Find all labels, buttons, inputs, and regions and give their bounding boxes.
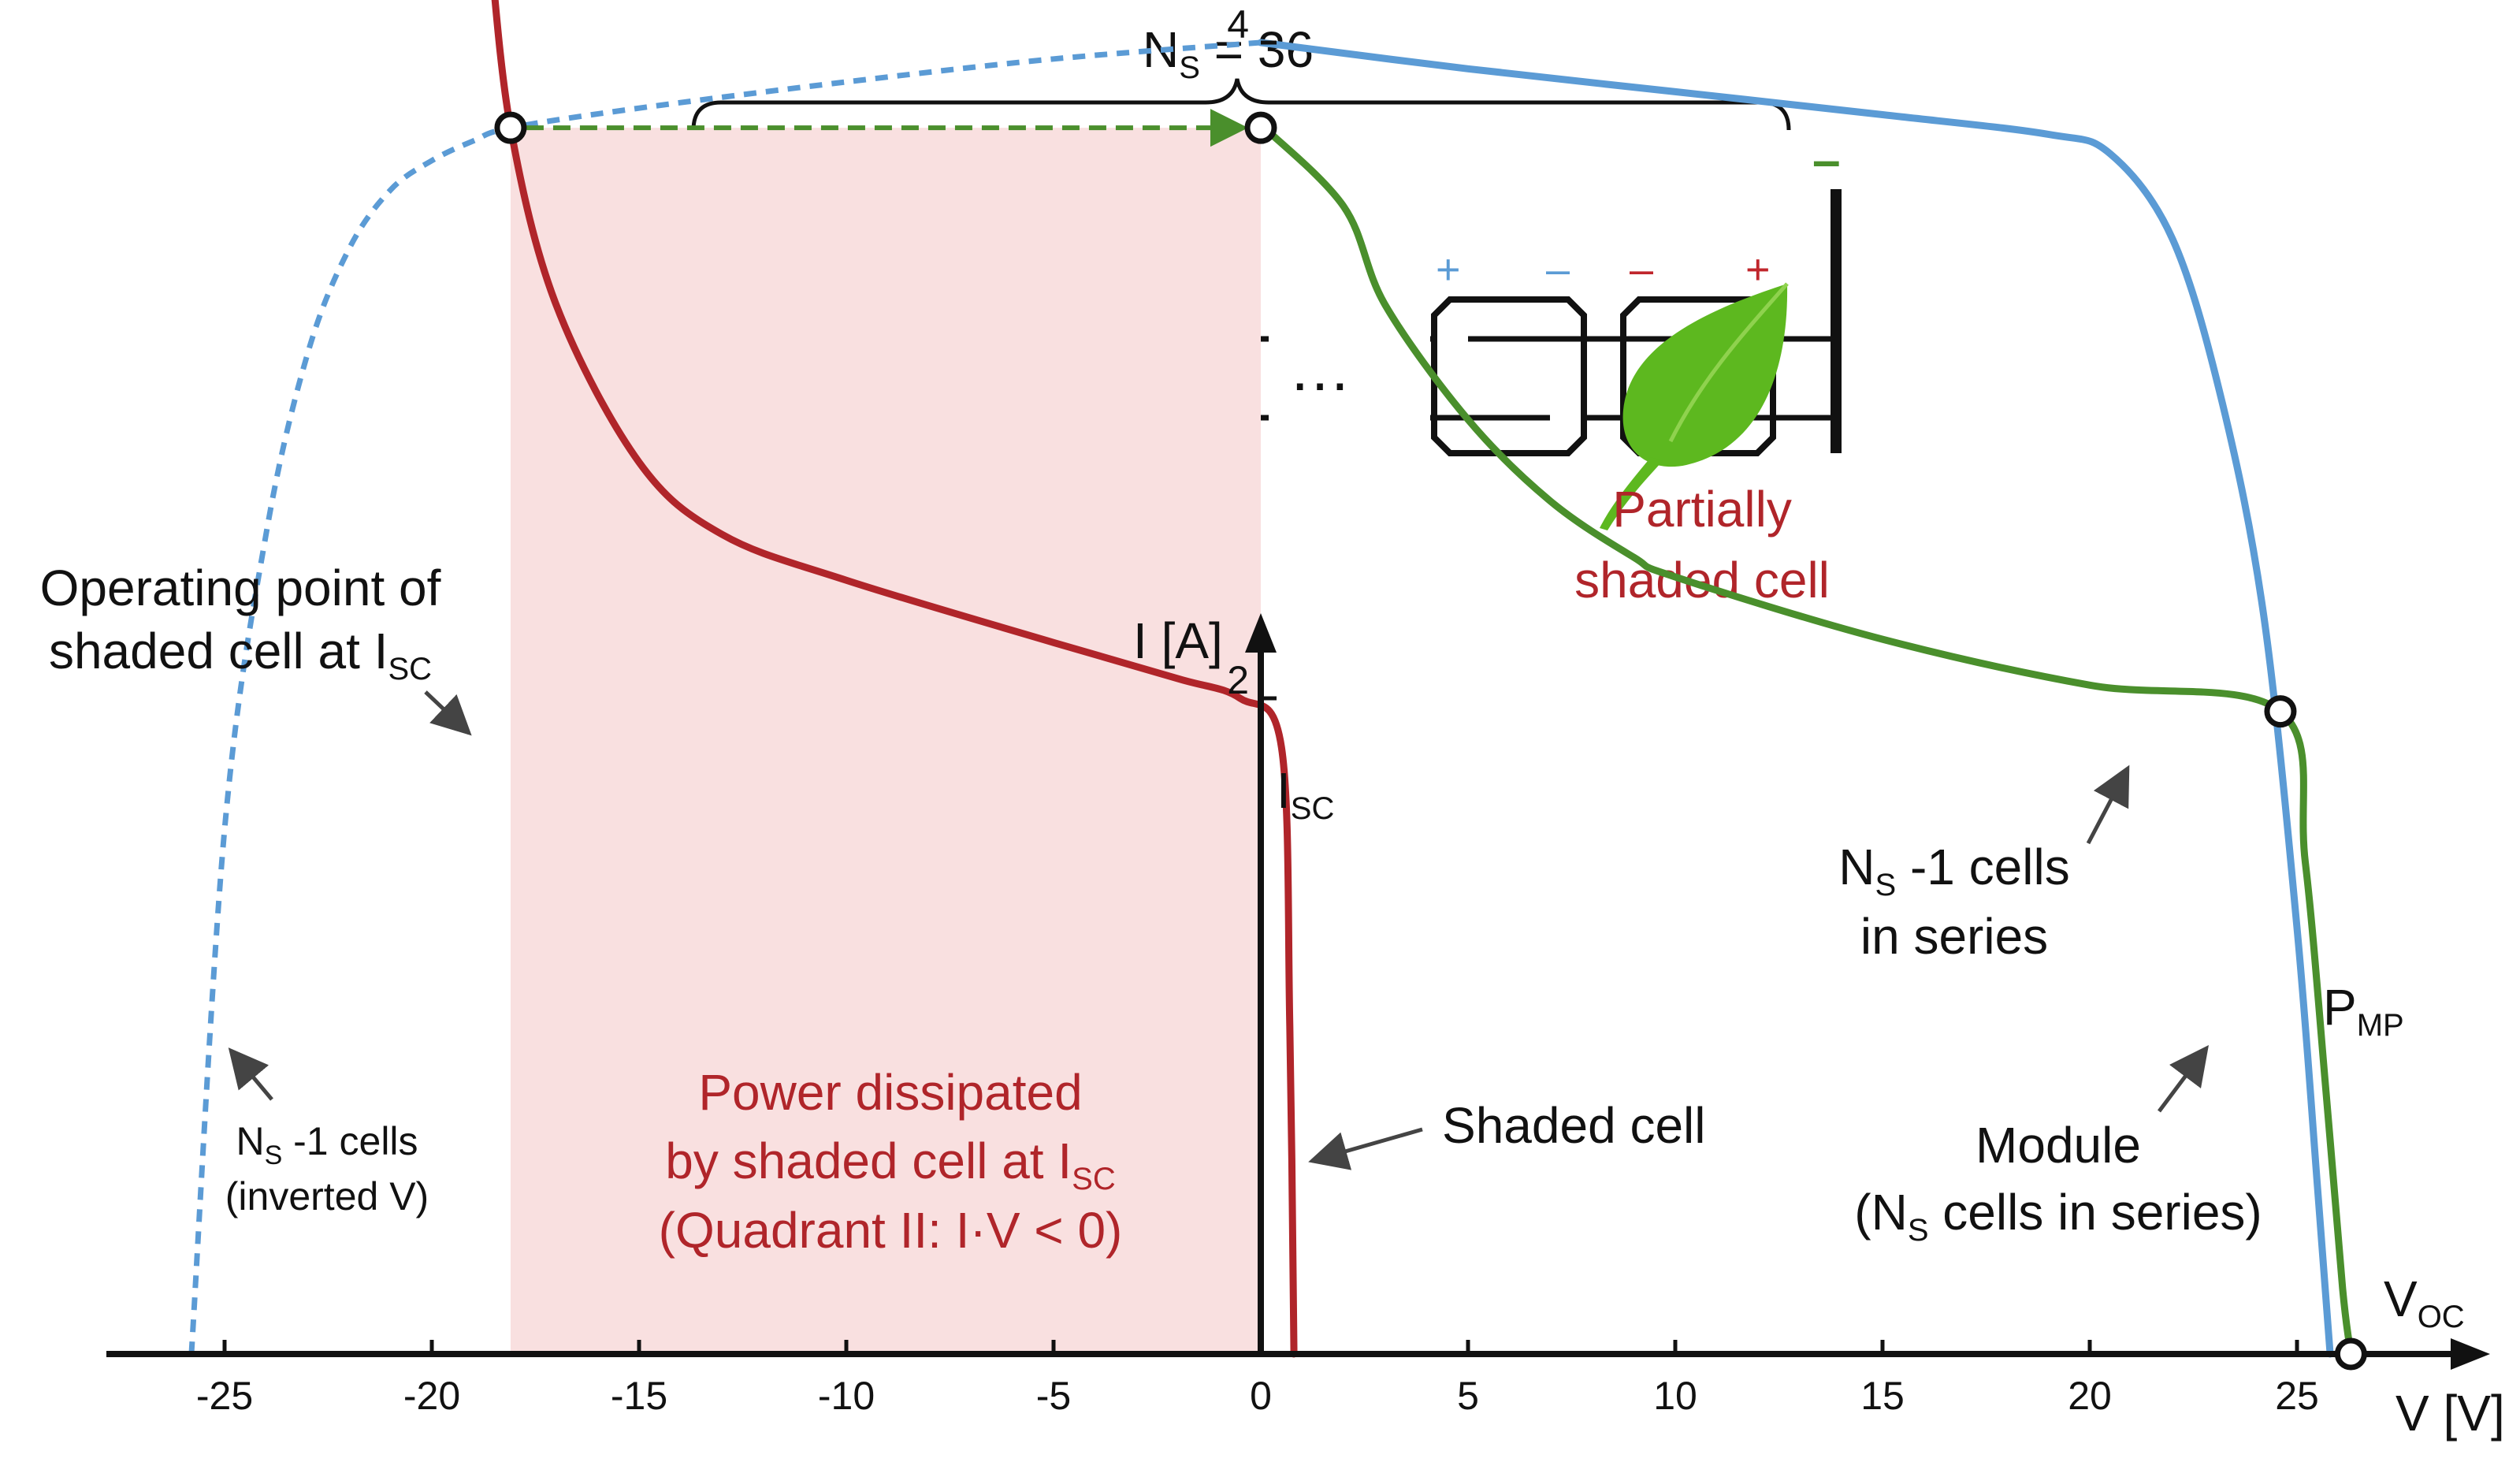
module-pointer <box>2158 1045 2209 1113</box>
ns1-series-label-2: in series <box>1860 908 2048 965</box>
x-tick-label: -25 <box>196 1374 253 1418</box>
shaded-cell-pointer <box>1308 1127 1423 1170</box>
x-tick-label: 0 <box>1250 1374 1272 1418</box>
cell-n-minus-1 <box>1431 296 1587 456</box>
series-line-3 <box>491 0 1298 1358</box>
x-tick-label: 20 <box>2068 1374 2112 1418</box>
x-tick-label: 25 <box>2275 1374 2319 1418</box>
x-tick-label: -10 <box>818 1374 875 1418</box>
ns1-series-label-1: NS -1 cells <box>1838 839 2069 902</box>
operating-point-marker <box>2264 695 2297 728</box>
negative-terminal-sign: – <box>1812 132 1841 188</box>
series-line-2 <box>188 39 1262 1355</box>
operating-point-label-2: shaded cell at ISC <box>49 623 432 686</box>
ns-count-label: NS = 36 <box>1143 21 1314 85</box>
shaded-cell-minus: – <box>1630 246 1653 293</box>
module-label-2: (NS cells in series) <box>1854 1184 2262 1248</box>
operating-point-pointer <box>424 690 472 736</box>
x-tick-label: -15 <box>611 1374 667 1418</box>
x-tick-label: 5 <box>1457 1374 1479 1418</box>
power-label-3: (Quadrant II: I·V < 0) <box>659 1202 1123 1259</box>
y-tick-label: 2 <box>1227 658 1249 702</box>
operating-points <box>494 111 2367 1371</box>
voc-label: VOC <box>2384 1270 2465 1334</box>
inverted-pointer <box>228 1047 273 1101</box>
inverted-label-2: (inverted V) <box>225 1174 429 1218</box>
x-axis-arrowhead <box>2451 1338 2490 1370</box>
x-tick-label: 15 <box>1860 1374 1905 1418</box>
ns1-series-pointer <box>2086 764 2130 845</box>
module-label-1: Module <box>1975 1117 2141 1174</box>
partially-shaded-label-2: shaded cell <box>1574 552 1830 608</box>
isc-label: ISC <box>1277 762 1334 826</box>
curves <box>188 0 2355 1358</box>
x-tick-label: -5 <box>1036 1374 1071 1418</box>
y-axis-label: I [A] <box>1133 612 1223 669</box>
x-tick-label: 10 <box>1653 1374 1697 1418</box>
cell-n1-plus: + <box>1436 246 1461 293</box>
power-label-1: Power dissipated <box>698 1064 1082 1121</box>
partially-shaded-label-1: Partially <box>1612 481 1792 538</box>
cell-n1-minus: – <box>1546 246 1570 293</box>
series-line-1 <box>1257 39 2334 1358</box>
ellipsis: … <box>1288 333 1351 404</box>
operating-point-marker <box>494 111 527 144</box>
operating-point-label-1: Operating point of <box>40 560 441 616</box>
leaf-icon <box>1600 282 1789 530</box>
operating-point-marker <box>2334 1337 2367 1371</box>
operating-point-marker <box>1244 111 1277 144</box>
inverted-label-1: NS -1 cells <box>236 1119 418 1170</box>
iv-curve-plot: -25 -20 -15 -10 -5 0 5 10 15 20 25 2 4 V [V] I [A] O… <box>40 0 2505 1442</box>
power-label-2: by shaded cell at ISC <box>665 1133 1115 1196</box>
axis-ticks: -25 -20 -15 -10 -5 0 5 10 15 20 25 2 4 <box>196 2 2319 1418</box>
series-line-0 <box>1257 121 2355 1358</box>
shaded-cell-label: Shaded cell <box>1442 1097 1705 1154</box>
y-tick-label: 4 <box>1227 2 1249 47</box>
y-axis-arrowhead <box>1245 613 1277 653</box>
shaded-cell-plus: + <box>1745 246 1771 293</box>
x-axis-label: V [V] <box>2395 1385 2505 1442</box>
pmp-label: PMP <box>2323 979 2404 1043</box>
power-dissipated-area <box>510 128 1261 1354</box>
x-tick-label: -20 <box>403 1374 460 1418</box>
